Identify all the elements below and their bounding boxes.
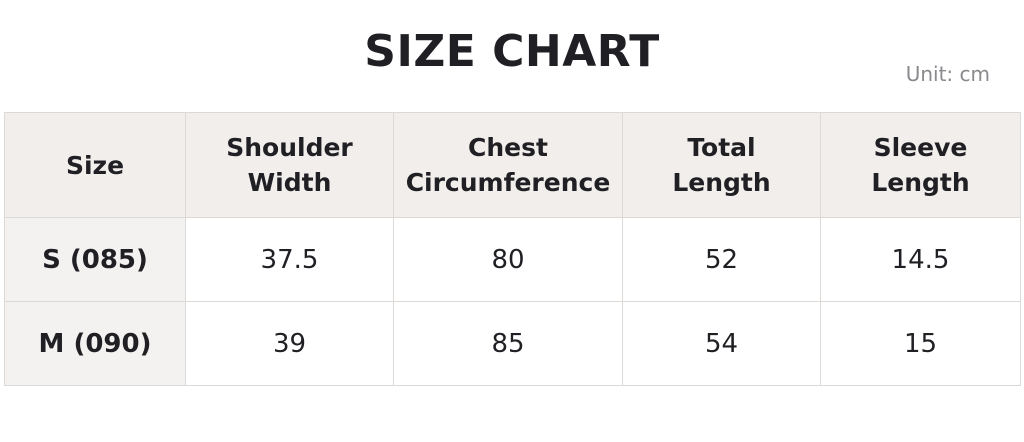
column-header: Size (4, 112, 186, 218)
column-header-text: Size (65, 150, 125, 180)
column-header-text: Shoulder Width (226, 133, 353, 197)
column-header-text: Total Length (672, 133, 771, 197)
value-cell: 14.5 (820, 217, 1021, 302)
header-row: Size Shoulder Width Chest Circumference Tot… (4, 112, 1021, 218)
value-cell: 37.5 (185, 217, 394, 302)
value-cell: 15 (820, 301, 1021, 386)
value-cell: 54 (622, 301, 821, 386)
size-cell: M (090) (4, 301, 186, 386)
size-table: Size Shoulder Width Chest Circumference Tot… (4, 112, 1021, 386)
value-cell: 39 (185, 301, 394, 386)
table-row: S (085) 37.5 80 52 14.5 (4, 217, 1021, 302)
unit-note: Unit: cm (905, 62, 990, 86)
table-body: S (085) 37.5 80 52 14.5 M (090) 39 85 54 15 (4, 217, 1021, 386)
column-header: Shoulder Width (185, 112, 394, 218)
table-row: M (090) 39 85 54 15 (4, 301, 1021, 386)
size-cell: S (085) (4, 217, 186, 302)
title: SIZE CHART (364, 26, 660, 77)
value-cell: 52 (622, 217, 821, 302)
value-cell: 85 (393, 301, 623, 386)
column-header: Chest Circumference (393, 112, 623, 218)
column-header: Total Length (622, 112, 821, 218)
column-header-text: Chest Circumference (405, 133, 611, 197)
column-header: Sleeve Length (820, 112, 1021, 218)
value-cell: 80 (393, 217, 623, 302)
column-header-text: Sleeve Length (871, 133, 970, 197)
